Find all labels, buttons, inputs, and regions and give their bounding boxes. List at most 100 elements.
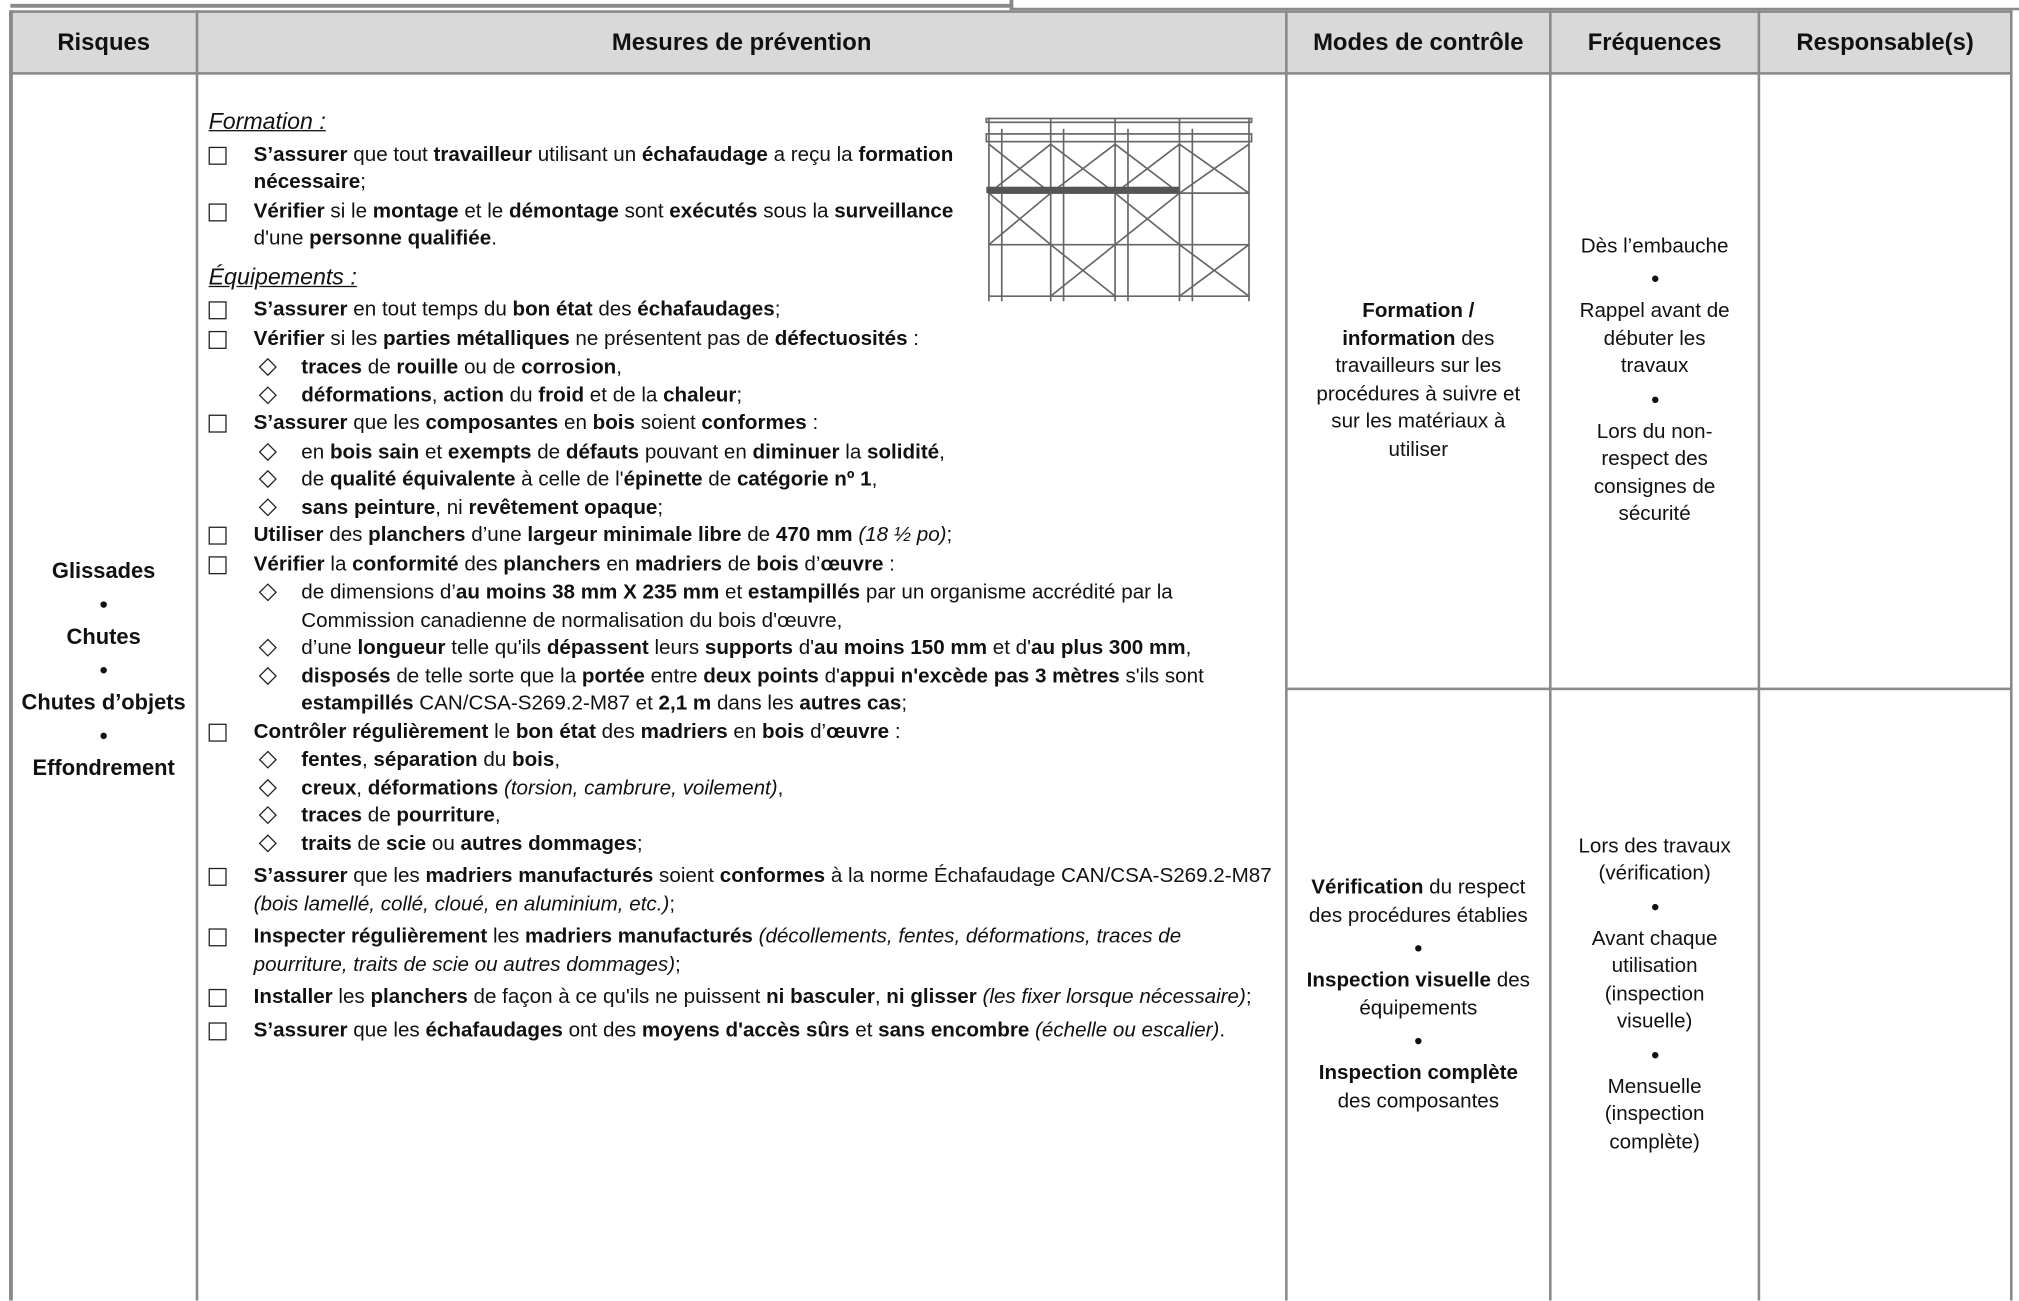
- text-run: de: [702, 468, 737, 491]
- bullet: [1651, 1051, 1658, 1059]
- text-run: que tout: [347, 143, 434, 166]
- bold-run: autres cas: [799, 692, 902, 715]
- text-run: et d': [987, 637, 1032, 660]
- text-run: de dimensions d’: [301, 582, 456, 604]
- text-run: CAN/CSA-S269.2-M87 et: [413, 692, 659, 715]
- diamond: [258, 583, 277, 602]
- text-run: a reçu la: [767, 143, 859, 166]
- bold-run: revêtement opaque: [468, 496, 658, 519]
- header-cell: Fréquences: [1550, 10, 1759, 74]
- bold-run: au moins 38 mm X 235 mm: [455, 582, 720, 604]
- frequency-text: Dès l’embauche: [1580, 234, 1729, 257]
- checklist-item: S’assurer en tout temps du bon état des …: [206, 296, 1275, 324]
- control-text: Inspection visuelle des équipements: [1304, 967, 1532, 1022]
- section-heading: Formation :: [208, 108, 326, 134]
- checkbox: [208, 526, 227, 545]
- tab-border: [10, 3, 1014, 8]
- bold-run: largeur minimale libre: [527, 524, 742, 546]
- checklist-item: Installer les planchers de façon à ce qu…: [206, 984, 1275, 1012]
- bold-run: froid: [538, 384, 585, 407]
- sub-item: de qualité équivalente à celle de l'épin…: [206, 466, 1275, 494]
- bold-run: traces: [301, 356, 363, 379]
- checkbox: [208, 555, 227, 574]
- diamond: [258, 442, 277, 461]
- text-run: des travailleurs sur les procédures à su…: [1316, 327, 1521, 461]
- bold-run: Inspection visuelle: [1306, 969, 1492, 992]
- bold-run: échafaudages: [637, 298, 775, 321]
- text-run: ;: [675, 953, 681, 976]
- scaffold-plank: [986, 186, 1180, 194]
- checklist-item: Vérifier si les parties métalliques ne p…: [206, 325, 1275, 353]
- text-run: les: [332, 986, 371, 1009]
- bold-run: fentes: [301, 749, 362, 772]
- checklist-item: Vérifier si le montage et le démontage s…: [206, 198, 1275, 253]
- risk-label: Chutes: [66, 623, 141, 649]
- checkbox: [208, 1021, 227, 1040]
- table-border: [9, 10, 13, 1301]
- control-text: Vérification du respect des procédures é…: [1304, 874, 1532, 929]
- text-run: ;: [774, 298, 781, 321]
- text-run: :: [883, 553, 895, 575]
- bold-run: S’assurer: [253, 412, 348, 434]
- text-run: ,: [874, 986, 887, 1009]
- bold-run: Installer: [253, 986, 333, 1009]
- bold-run: Contrôler régulièrement: [253, 720, 489, 743]
- bold-run: bois: [762, 720, 805, 743]
- table-border: [1286, 687, 2013, 690]
- text-run: des: [595, 720, 641, 743]
- text-run: telle qu'ils: [445, 637, 547, 660]
- text-run: soient: [653, 865, 720, 888]
- bold-run: diminuer: [752, 441, 840, 463]
- bold-run: séparation: [373, 749, 478, 772]
- text-run: ,: [871, 468, 878, 491]
- text-run: d'une: [253, 227, 310, 250]
- text-run: que les: [347, 865, 426, 888]
- frequency-text: Lors des travaux (vérification): [1578, 835, 1731, 885]
- text-run: ou de: [458, 356, 522, 379]
- checklist-item: Contrôler régulièrement le bon état des …: [206, 718, 1275, 746]
- frequency-text: Lors du non-respect des consignes de séc…: [1593, 420, 1716, 526]
- bullet: [1651, 903, 1658, 911]
- text-run: :: [889, 720, 901, 743]
- text-run: en: [727, 720, 763, 743]
- text-run: ,: [431, 384, 444, 407]
- bold-run: travailleur: [433, 143, 532, 166]
- bold-run: bois sain: [329, 441, 420, 463]
- text-run: ,: [356, 777, 368, 799]
- bold-run: disposés: [301, 665, 391, 687]
- text-run: utilisant un: [531, 143, 642, 166]
- text-run: ou: [426, 832, 461, 855]
- bullet: [100, 666, 107, 673]
- text-run: .: [1219, 1019, 1226, 1042]
- text-run: sous la: [757, 200, 835, 223]
- bold-run: bon état: [515, 720, 596, 743]
- text-run: si les: [324, 327, 384, 350]
- text-run: par un organisme accrédité par la Commis…: [301, 582, 1173, 632]
- bold-run: échafaudages: [425, 1019, 563, 1042]
- table-border: [2009, 10, 2013, 1301]
- bold-run: montage: [372, 200, 459, 223]
- control-text: Inspection complète des composantes: [1304, 1060, 1532, 1115]
- control-text: Formation / information des travailleurs…: [1304, 297, 1532, 463]
- bold-run: personne qualifiée: [309, 227, 492, 250]
- scaffold-image: [985, 117, 1253, 302]
- text-run: en: [600, 553, 635, 575]
- bold-run: Vérifier: [253, 553, 325, 575]
- text-run: en: [301, 441, 330, 463]
- text-run: des: [592, 298, 638, 321]
- sub-item: de dimensions d’au moins 38 mm X 235 mm …: [206, 579, 1275, 634]
- text-run: .: [491, 227, 497, 250]
- diamond: [258, 805, 277, 825]
- sub-item: fentes, séparation du bois,: [206, 747, 1275, 775]
- bold-run: autres dommages: [460, 832, 637, 855]
- text-run: s'ils sont: [1119, 665, 1204, 687]
- bold-run: estampillés: [747, 582, 861, 604]
- text-run: ,: [616, 356, 622, 379]
- text-run: ;: [657, 496, 664, 519]
- text-run: du: [503, 384, 539, 407]
- bold-run: exécutés: [669, 200, 758, 223]
- risks-cell: Glissades Chutes Chutes d’objets Effondreme…: [10, 496, 197, 844]
- bold-run: portée: [581, 665, 645, 687]
- bold-run: déformations: [301, 384, 432, 407]
- bold-run: au moins 150 mm: [814, 637, 988, 660]
